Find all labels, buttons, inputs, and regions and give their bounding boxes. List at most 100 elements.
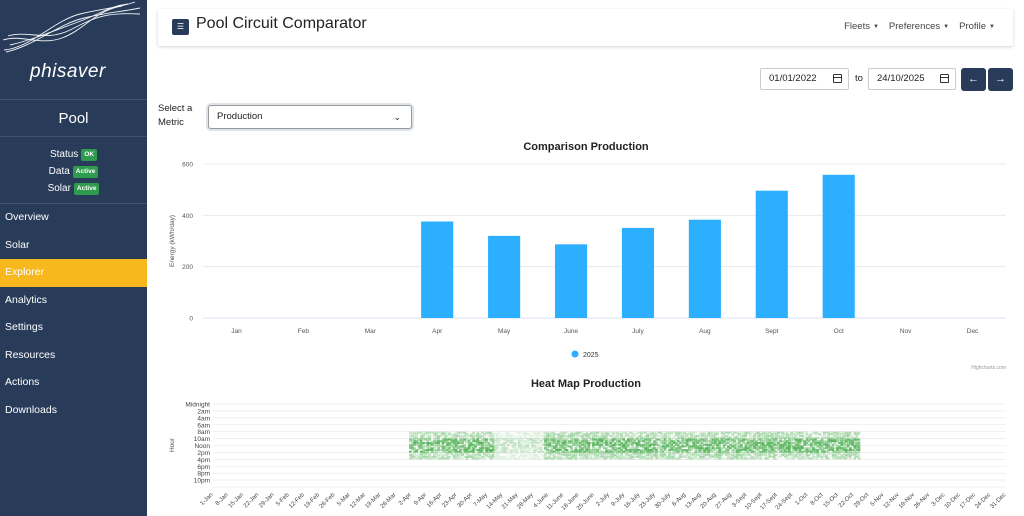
chart-credit[interactable]: Highcharts.com <box>971 365 1006 371</box>
heatmap-cell <box>437 440 440 443</box>
heatmap-cell <box>470 443 473 446</box>
start-date-input[interactable]: 01/01/2022 <box>760 68 849 90</box>
date-tick-label: 22-Jan <box>243 492 260 509</box>
bar-oct[interactable] <box>822 174 855 318</box>
heatmap-cell <box>428 435 432 438</box>
heatmap-cell <box>831 431 835 434</box>
heatmap-cell <box>690 435 693 438</box>
preferences-menu[interactable]: Preferences ▼ <box>889 21 949 32</box>
heatmap-cell <box>640 454 643 457</box>
heatmap-cell <box>592 450 595 453</box>
heatmap-cell <box>535 438 538 441</box>
heatmap-cell <box>548 436 551 439</box>
nav-item-analytics[interactable]: Analytics <box>5 293 48 306</box>
next-period-button[interactable]: → <box>988 68 1013 91</box>
heatmap-cell <box>759 433 763 436</box>
profile-menu[interactable]: Profile ▼ <box>959 21 995 32</box>
heatmap-cell <box>794 452 798 455</box>
heatmap-cell <box>426 452 429 455</box>
heatmap-cell <box>419 457 423 460</box>
heatmap-cell <box>579 452 582 455</box>
bar-apr[interactable] <box>421 221 454 318</box>
heatmap-cell <box>748 455 752 458</box>
heatmap-cell <box>422 452 425 455</box>
heatmap-cell <box>583 457 586 460</box>
heatmap-cell <box>465 436 469 439</box>
heatmap-cell <box>653 431 656 434</box>
heatmap-cell <box>657 445 660 448</box>
heatmap-cell <box>818 447 822 450</box>
heatmap-cell <box>796 436 800 439</box>
heatmap-cell <box>624 445 628 448</box>
heatmap-cell <box>609 431 612 434</box>
heatmap-cell <box>727 438 730 441</box>
heatmap-cell <box>483 443 486 446</box>
heatmap-cell <box>742 435 745 438</box>
heatmap-cell <box>714 438 717 441</box>
nav-item-settings[interactable]: Settings <box>5 321 43 333</box>
fleets-menu[interactable]: Fleets ▼ <box>844 21 879 32</box>
nav-item-explorer[interactable]: Explorer <box>0 259 147 287</box>
nav-item-overview[interactable]: Overview <box>5 211 49 223</box>
chart-legend[interactable]: 2025 <box>571 350 599 360</box>
heatmap-cell <box>415 457 419 460</box>
calendar-icon[interactable] <box>940 74 949 83</box>
heatmap-cell <box>696 448 700 451</box>
heatmap-cell <box>653 454 656 457</box>
heatmap-cell <box>642 450 645 453</box>
heatmap-cell <box>853 448 856 451</box>
heatmap-cell <box>616 448 619 451</box>
nav-item-actions[interactable]: Actions <box>5 376 40 388</box>
hamburger-icon[interactable]: ☰ <box>172 19 189 35</box>
heatmap-cell <box>823 442 826 444</box>
solar-label: Solar <box>47 183 71 194</box>
heatmap-cell <box>509 436 512 439</box>
heatmap-cell <box>526 455 530 458</box>
heatmap-cell <box>644 442 647 444</box>
heatmap-cell <box>801 435 804 438</box>
heatmap-cell <box>426 454 429 457</box>
heatmap-cell <box>480 457 484 460</box>
heatmap-cell <box>637 448 641 451</box>
heatmap-cell <box>557 433 560 436</box>
heatmap-cell <box>659 431 663 434</box>
nav-item-solar[interactable]: Solar <box>5 238 30 251</box>
heatmap-cell <box>541 452 545 455</box>
heatmap-cell <box>722 431 726 434</box>
bar-june[interactable] <box>554 244 588 318</box>
prev-period-button[interactable]: ← <box>961 68 986 91</box>
heatmap-cell <box>735 457 739 460</box>
heatmap-cell <box>792 447 795 450</box>
heatmap-cell <box>437 447 440 450</box>
heatmap-cell <box>653 442 656 444</box>
heatmap-cell <box>535 454 538 457</box>
logo[interactable]: phisaver <box>0 0 147 100</box>
calendar-icon[interactable] <box>833 74 842 83</box>
heatmap-cell <box>849 436 852 439</box>
heatmap-cell <box>526 438 530 441</box>
heatmap-cell <box>583 454 586 457</box>
heatmap-cell <box>740 436 743 439</box>
heatmap-cell <box>833 450 837 453</box>
heatmap-cell <box>648 442 652 444</box>
nav-item-resources[interactable]: Resources <box>5 348 56 361</box>
heatmap-cell <box>701 445 704 448</box>
bar-aug[interactable] <box>688 219 721 318</box>
metric-select[interactable]: Production ⌄ <box>208 105 412 129</box>
heatmap-cell <box>500 443 504 446</box>
bar-july[interactable] <box>621 227 655 318</box>
heatmap-cell <box>433 445 436 448</box>
heatmap-cell <box>548 433 551 436</box>
bar-may[interactable] <box>488 235 521 318</box>
heatmap-cell <box>433 450 436 453</box>
heatmap-cell <box>409 447 412 450</box>
nav-item-downloads[interactable]: Downloads <box>5 403 57 416</box>
bar-sept[interactable] <box>755 190 788 318</box>
heatmap-cell <box>640 450 643 453</box>
heatmap-cell <box>781 447 785 450</box>
heatmap-cell <box>698 455 702 458</box>
heatmap-cell <box>589 442 593 444</box>
heatmap-cell <box>718 445 721 448</box>
end-date-input[interactable]: 24/10/2025 <box>868 68 956 90</box>
heatmap-cell <box>498 440 501 443</box>
